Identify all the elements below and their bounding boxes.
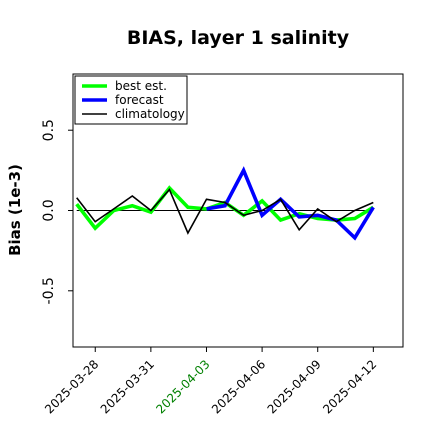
x-tick-label: 2025-04-09: [265, 357, 324, 416]
legend-label: forecast: [115, 93, 164, 107]
legend-label: climatology: [115, 107, 185, 121]
x-tick-label: 2025-03-31: [98, 357, 157, 416]
chart-title: BIAS, layer 1 salinity: [127, 27, 350, 49]
x-tick-label: 2025-04-06: [209, 357, 268, 416]
y-tick-label: 0.5: [41, 119, 57, 141]
legend-label: best est.: [115, 79, 167, 93]
x-tick-label: 2025-03-28: [42, 357, 101, 416]
y-axis-label: Bias (1e-3): [6, 164, 24, 256]
y-tick-label: -0.5: [41, 277, 57, 304]
x-tick-label: 2025-04-12: [320, 357, 379, 416]
y-tick-label: 0.0: [41, 199, 57, 221]
series-line-climatology: [76, 188, 374, 235]
plot-area: -0.5 0.0 0.5 2025-03-282025-03-312025-04-03…: [41, 73, 404, 416]
x-tick-label: 2025-04-03: [153, 357, 212, 416]
series-line-best-est: [75, 185, 375, 231]
series-line-forecast: [206, 166, 375, 241]
